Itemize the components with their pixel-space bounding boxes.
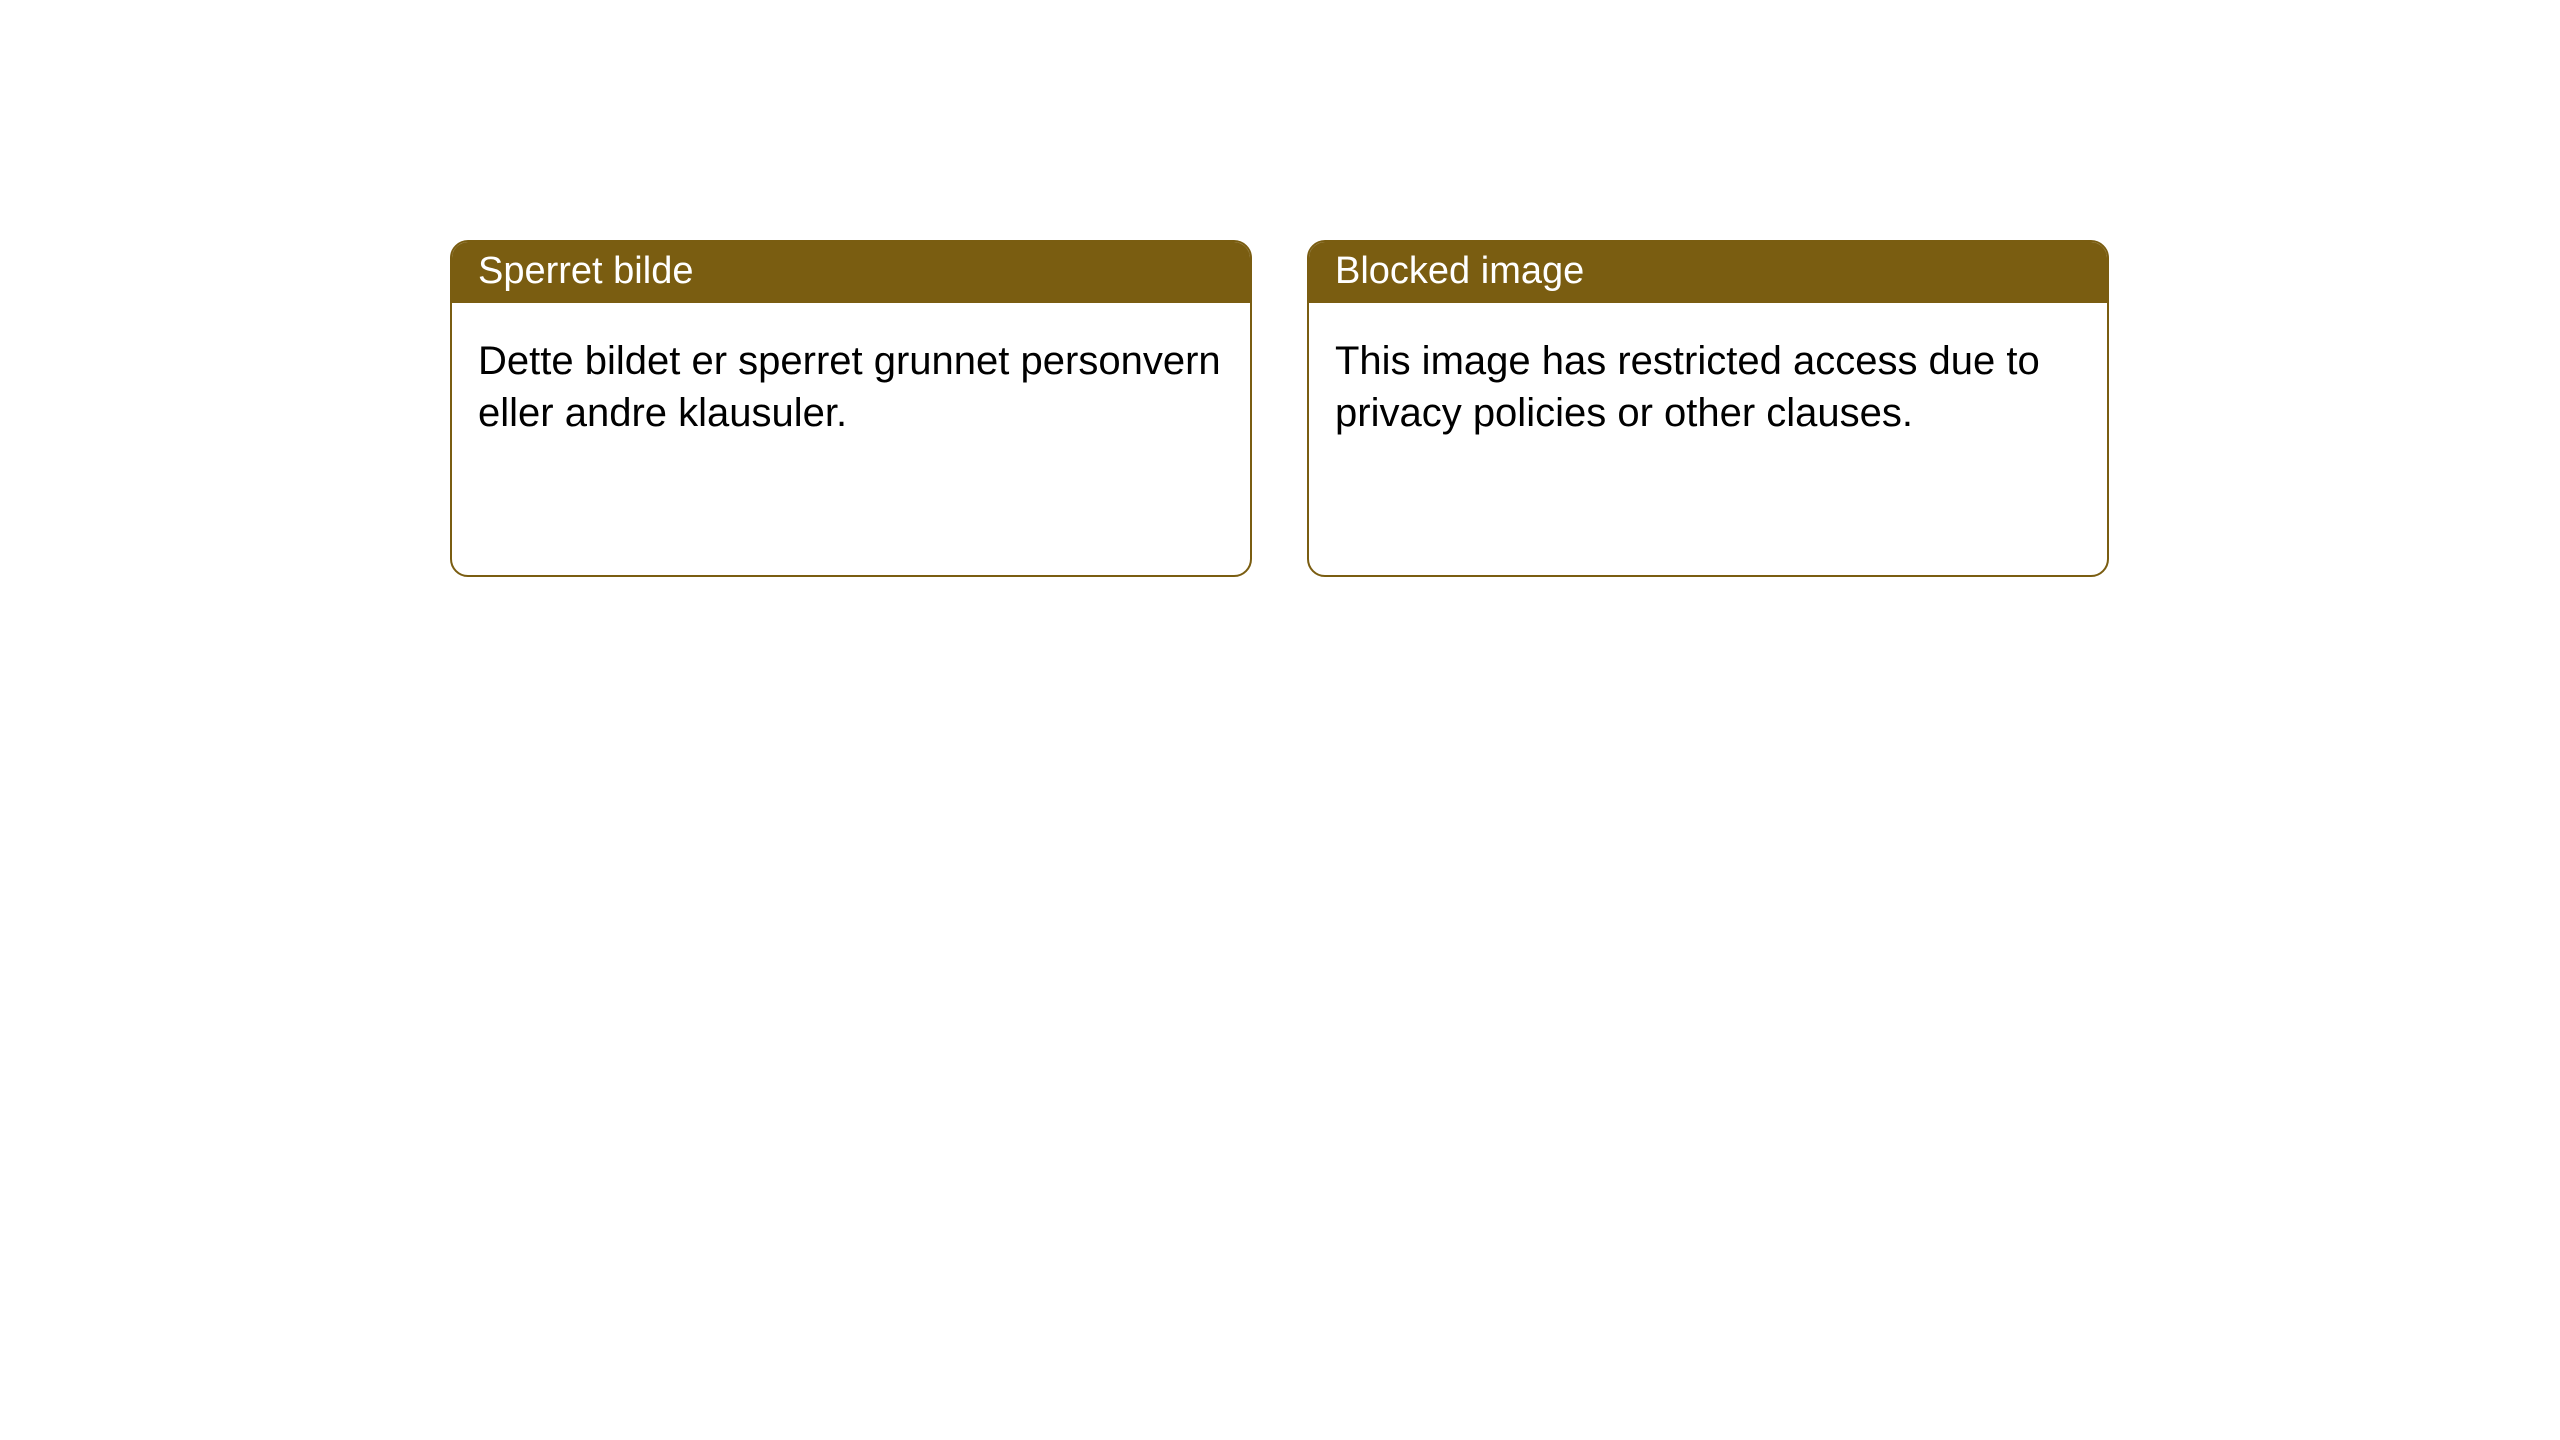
notice-container: Sperret bilde Dette bildet er sperret gr… <box>450 240 2109 577</box>
notice-title-norwegian: Sperret bilde <box>478 250 693 292</box>
notice-body-norwegian: Dette bildet er sperret grunnet personve… <box>452 303 1250 575</box>
notice-text-english: This image has restricted access due to … <box>1335 339 2040 435</box>
notice-card-english: Blocked image This image has restricted … <box>1307 240 2109 577</box>
notice-header-norwegian: Sperret bilde <box>452 242 1250 303</box>
notice-card-norwegian: Sperret bilde Dette bildet er sperret gr… <box>450 240 1252 577</box>
notice-title-english: Blocked image <box>1335 250 1584 292</box>
notice-text-norwegian: Dette bildet er sperret grunnet personve… <box>478 339 1221 435</box>
notice-header-english: Blocked image <box>1309 242 2107 303</box>
notice-body-english: This image has restricted access due to … <box>1309 303 2107 575</box>
